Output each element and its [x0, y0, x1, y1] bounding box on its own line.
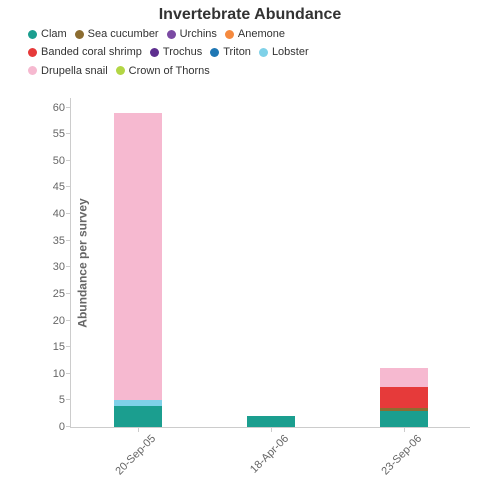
legend-swatch-icon [28, 48, 37, 57]
legend-label: Clam [41, 26, 67, 43]
legend-item: Banded coral shrimp [28, 44, 142, 61]
legend-label: Lobster [272, 44, 309, 61]
ytick-label: 40 [53, 208, 71, 220]
ytick-label: 15 [53, 341, 71, 353]
legend-label: Trochus [163, 44, 202, 61]
stacked-bar [247, 416, 295, 427]
legend-item: Drupella snail [28, 63, 108, 80]
bar-segment [114, 406, 162, 427]
bar-group [114, 98, 162, 427]
bar-segment [380, 411, 428, 427]
ytick-label: 5 [59, 394, 71, 406]
legend-label: Urchins [180, 26, 217, 43]
xtick-label: 23-Sep-06 [374, 427, 424, 477]
ytick-label: 55 [53, 128, 71, 140]
bar-segment [247, 416, 295, 427]
legend-swatch-icon [75, 30, 84, 39]
stacked-bar [114, 113, 162, 427]
legend-item: Anemone [225, 26, 285, 43]
plot-wrap: Abundance per survey 0510152025303540455… [70, 98, 470, 428]
xtick-label: 18-Apr-06 [242, 427, 291, 476]
chart-title: Invertebrate Abundance [0, 0, 500, 24]
plot-area: 05101520253035404550556020-Sep-0518-Apr-… [70, 98, 470, 428]
ytick-label: 50 [53, 155, 71, 167]
ytick-label: 10 [53, 368, 71, 380]
ytick-label: 0 [59, 421, 71, 433]
xtick-label: 20-Sep-05 [107, 427, 157, 477]
legend-label: Banded coral shrimp [41, 44, 142, 61]
bar-segment [114, 113, 162, 400]
legend-item: Triton [210, 44, 251, 61]
legend-row: Banded coral shrimp Trochus Triton Lobster [28, 44, 500, 62]
legend-label: Crown of Thorns [129, 63, 210, 80]
legend-label: Anemone [238, 26, 285, 43]
ytick-label: 35 [53, 235, 71, 247]
legend-item: Clam [28, 26, 67, 43]
legend-item: Crown of Thorns [116, 63, 210, 80]
legend-row: Drupella snail Crown of Thorns [28, 63, 500, 81]
legend-item: Urchins [167, 26, 217, 43]
legend-item: Sea cucumber [75, 26, 159, 43]
bar-group [247, 98, 295, 427]
legend-swatch-icon [167, 30, 176, 39]
legend-label: Drupella snail [41, 63, 108, 80]
legend-swatch-icon [259, 48, 268, 57]
bar-segment [380, 368, 428, 387]
bar-group [380, 98, 428, 427]
legend-swatch-icon [150, 48, 159, 57]
legend-swatch-icon [28, 66, 37, 75]
legend-label: Triton [223, 44, 251, 61]
legend-label: Sea cucumber [88, 26, 159, 43]
legend-item: Lobster [259, 44, 309, 61]
ytick-label: 20 [53, 315, 71, 327]
ytick-label: 25 [53, 288, 71, 300]
bar-segment [380, 387, 428, 408]
ytick-label: 30 [53, 261, 71, 273]
legend-row: Clam Sea cucumber Urchins Anemone [28, 26, 500, 44]
legend-swatch-icon [28, 30, 37, 39]
legend-swatch-icon [116, 66, 125, 75]
legend-item: Trochus [150, 44, 202, 61]
legend-swatch-icon [225, 30, 234, 39]
legend-swatch-icon [210, 48, 219, 57]
stacked-bar [380, 368, 428, 427]
legend: ClamSea cucumberUrchinsAnemoneBanded cor… [0, 24, 500, 85]
ytick-label: 60 [53, 102, 71, 114]
ytick-label: 45 [53, 181, 71, 193]
